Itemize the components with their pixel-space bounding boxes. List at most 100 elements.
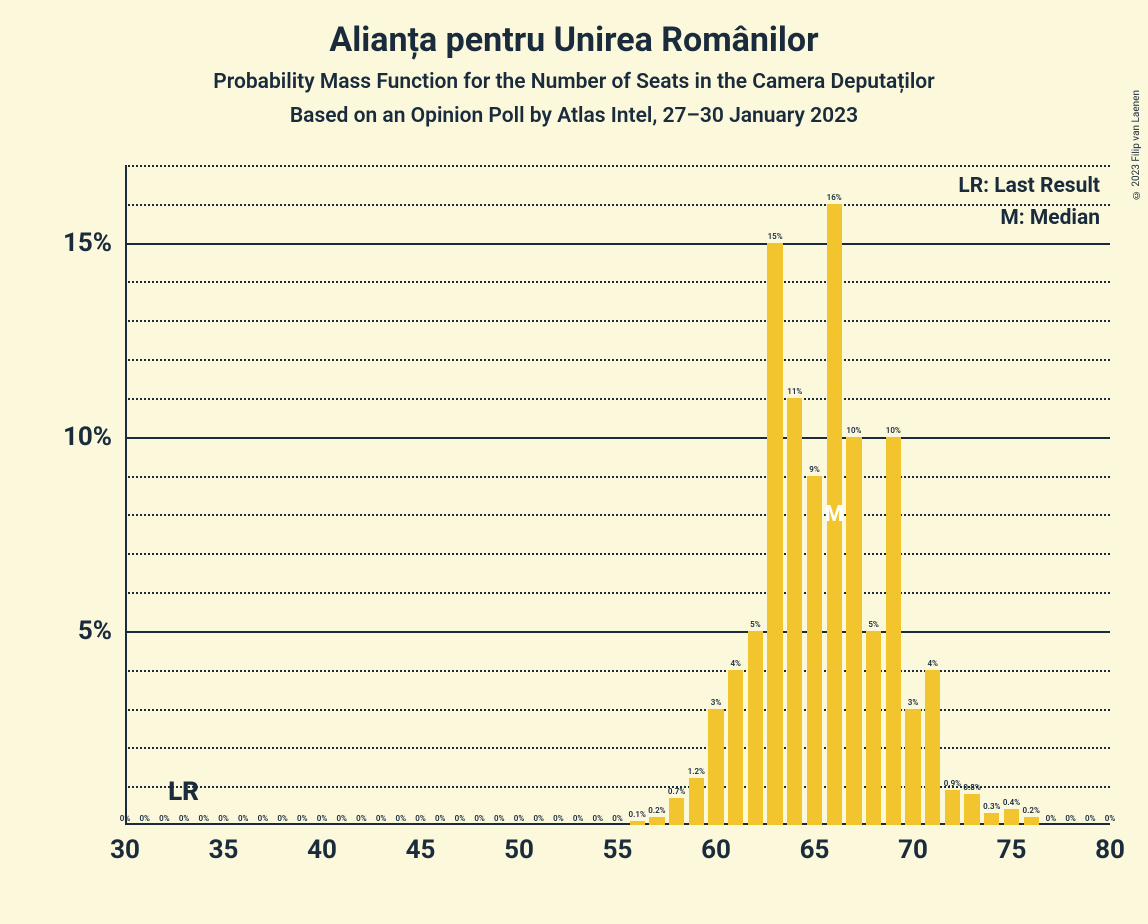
bar: [945, 790, 960, 825]
x-tick-label: 70: [898, 835, 928, 865]
bar-value-label: 0.2%: [648, 806, 665, 815]
bar-value-label: 0%: [415, 814, 425, 823]
bar-value-label: 0%: [553, 814, 563, 823]
bar-value-label: 15%: [768, 232, 783, 241]
bar-value-label: 0%: [455, 814, 465, 823]
bar-value-label: 11%: [787, 387, 802, 396]
minor-gridline: [125, 204, 1110, 206]
bar: [649, 817, 664, 825]
bar: [866, 631, 881, 825]
bar: [846, 437, 861, 825]
bar-value-label: 3%: [908, 698, 918, 707]
bar-value-label: 0%: [514, 814, 524, 823]
bar-value-label: 0%: [199, 814, 209, 823]
x-tick-label: 65: [800, 835, 830, 865]
bar-value-label: 0%: [376, 814, 386, 823]
bar-value-label: 0%: [238, 814, 248, 823]
bar-value-label: 0%: [435, 814, 445, 823]
bar: [630, 821, 645, 825]
minor-gridline: [125, 476, 1110, 478]
minor-gridline: [125, 514, 1110, 516]
bar-value-label: 0.1%: [629, 810, 646, 819]
x-tick-label: 45: [406, 835, 436, 865]
bar-value-label: 0.8%: [963, 783, 980, 792]
bar-value-label: 0.4%: [1003, 798, 1020, 807]
title-block: Alianța pentru Unirea Românilor Probabil…: [0, 0, 1148, 128]
bar: [669, 798, 684, 825]
x-tick-label: 60: [701, 835, 731, 865]
minor-gridline: [125, 553, 1110, 555]
x-tick-label: 75: [997, 835, 1027, 865]
minor-gridline: [125, 747, 1110, 749]
x-tick-label: 40: [307, 835, 337, 865]
bar-value-label: 0%: [297, 814, 307, 823]
bar-value-label: 5%: [868, 620, 878, 629]
bar: [708, 709, 723, 825]
title-sub2: Based on an Opinion Poll by Atlas Intel,…: [0, 104, 1148, 128]
bar-value-label: 0%: [159, 814, 169, 823]
bar-value-label: 0.2%: [1023, 806, 1040, 815]
bar-value-label: 1.2%: [688, 767, 705, 776]
bar-value-label: 0%: [612, 814, 622, 823]
bar-value-label: 0%: [573, 814, 583, 823]
y-axis: [125, 165, 127, 825]
minor-gridline: [125, 786, 1110, 788]
bar: [728, 670, 743, 825]
major-gridline: [125, 437, 1110, 439]
minor-gridline: [125, 320, 1110, 322]
bar-value-label: 0%: [494, 814, 504, 823]
major-gridline: [125, 243, 1110, 245]
bar-value-label: 0%: [179, 814, 189, 823]
minor-gridline: [125, 165, 1110, 167]
y-tick-label: 15%: [63, 228, 112, 258]
bar: [886, 437, 901, 825]
x-axis: [125, 823, 1110, 825]
bar: [905, 709, 920, 825]
x-tick-label: 50: [504, 835, 534, 865]
copyright-text: © 2023 Filip van Laenen: [1131, 90, 1142, 200]
bar-value-label: 0%: [336, 814, 346, 823]
bar-value-label: 4%: [730, 659, 740, 668]
bar-value-label: 0%: [593, 814, 603, 823]
bar-value-label: 0%: [218, 814, 228, 823]
x-tick-label: 80: [1095, 835, 1125, 865]
minor-gridline: [125, 592, 1110, 594]
bar: [964, 794, 979, 825]
bar-value-label: 0.9%: [944, 779, 961, 788]
lr-marker: LR: [168, 777, 199, 807]
bar-value-label: 5%: [750, 620, 760, 629]
bar-value-label: 0%: [120, 814, 130, 823]
y-tick-label: 5%: [78, 616, 112, 646]
minor-gridline: [125, 709, 1110, 711]
bar-value-label: 0.7%: [668, 787, 685, 796]
legend: LR: Last Result M: Median: [958, 171, 1100, 234]
bar: [807, 476, 822, 825]
bar: [748, 631, 763, 825]
bar: [767, 243, 782, 825]
title-main: Alianța pentru Unirea Românilor: [0, 20, 1148, 60]
bar-value-label: 0%: [277, 814, 287, 823]
legend-lr: LR: Last Result: [958, 171, 1100, 203]
bar-value-label: 0%: [1085, 814, 1095, 823]
bar-value-label: 0%: [533, 814, 543, 823]
bar-value-label: 0%: [317, 814, 327, 823]
title-sub1: Probability Mass Function for the Number…: [0, 70, 1148, 94]
minor-gridline: [125, 359, 1110, 361]
bar-value-label: 4%: [927, 659, 937, 668]
bar-value-label: 0%: [396, 814, 406, 823]
bar: [1004, 809, 1019, 825]
legend-m: M: Median: [958, 203, 1100, 235]
bar: [787, 398, 802, 825]
minor-gridline: [125, 398, 1110, 400]
minor-gridline: [125, 670, 1110, 672]
bar-value-label: 0.3%: [983, 802, 1000, 811]
bar: [689, 778, 704, 825]
bar-value-label: 0%: [356, 814, 366, 823]
x-tick-label: 30: [110, 835, 140, 865]
bar-value-label: 0%: [1065, 814, 1075, 823]
x-tick-label: 35: [209, 835, 239, 865]
median-marker: M: [825, 502, 844, 527]
bar-value-label: 0%: [474, 814, 484, 823]
bar-value-label: 9%: [809, 465, 819, 474]
bar-value-label: 0%: [1046, 814, 1056, 823]
